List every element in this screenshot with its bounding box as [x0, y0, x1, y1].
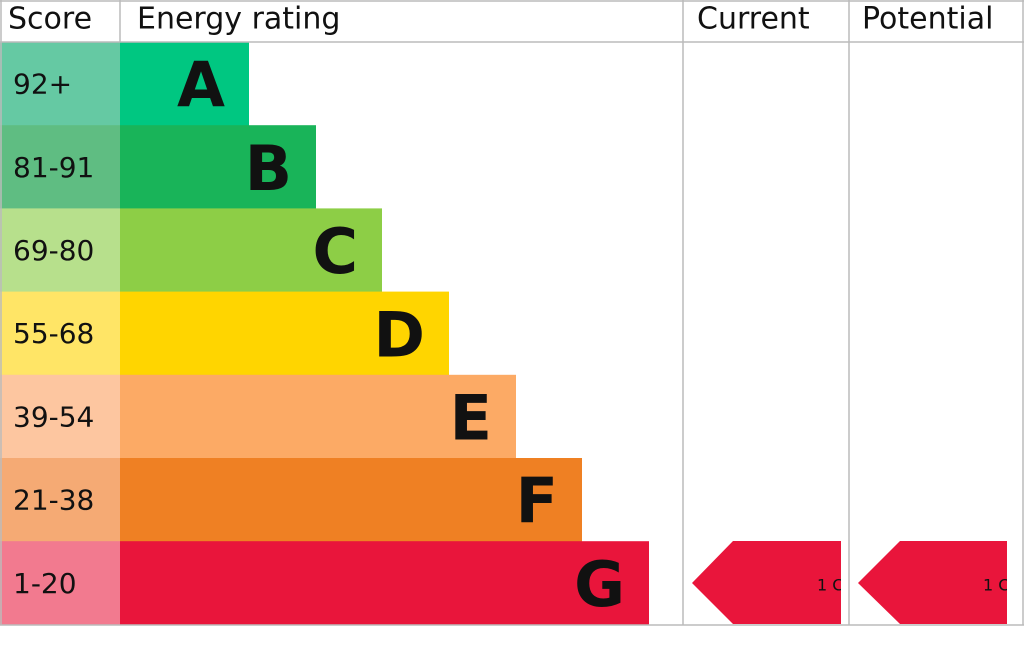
score-cell: [0, 541, 120, 625]
rating-letter: A: [177, 49, 225, 122]
score-label: 39-54: [13, 400, 94, 433]
rating-letter: E: [450, 381, 492, 454]
rating-bar: [120, 458, 582, 542]
score-cell: [0, 208, 120, 293]
score-label: 81-91: [13, 151, 94, 184]
rating-letter: B: [245, 132, 292, 205]
header-score: Score: [8, 2, 92, 37]
rating-bar: [120, 208, 382, 293]
potential-label: 1 C: [983, 576, 1009, 595]
rows: 92+ A 81-91 B 69-80 C 55-68 D 39-54 E 21-38 F 1-20 G: [0, 42, 649, 625]
current-arrow: [692, 541, 841, 624]
score-label: 1-20: [13, 567, 77, 600]
rating-letter: C: [312, 215, 358, 288]
rating-bar: [120, 374, 516, 459]
score-cell: [0, 291, 120, 376]
rating-bar: [120, 291, 449, 376]
score-cell: [0, 125, 120, 209]
rating-letter: D: [374, 298, 425, 371]
rating-letter: F: [516, 465, 558, 538]
score-cell: [0, 458, 120, 542]
header-current: Current: [697, 2, 810, 37]
rating-bar: [120, 125, 316, 209]
current-label: 1 C: [817, 576, 843, 595]
header-potential: Potential: [862, 2, 993, 37]
score-label: 21-38: [13, 484, 94, 517]
score-cell: [0, 374, 120, 459]
rating-bar: [120, 42, 249, 126]
rating-letter: G: [574, 548, 625, 621]
rating-bar: [120, 541, 649, 625]
score-label: 92+: [13, 68, 72, 101]
header-rating: Energy rating: [137, 2, 340, 37]
potential-arrow: [858, 541, 1007, 624]
score-label: 55-68: [13, 317, 94, 350]
score-cell: [0, 42, 120, 126]
grid: [0, 0, 1024, 626]
score-label: 69-80: [13, 234, 94, 267]
